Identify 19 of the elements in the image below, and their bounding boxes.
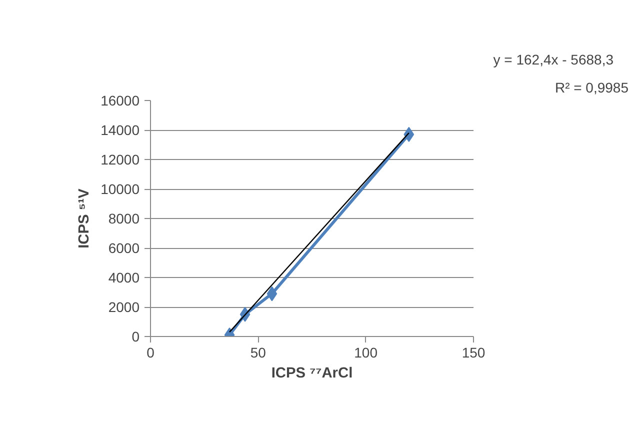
y-tick-label: 16000	[100, 92, 140, 108]
x-axis-title: ICPS ⁷⁷ArCl	[271, 366, 353, 382]
y-tick-label: 8000	[108, 210, 140, 226]
y-tick-label: 14000	[100, 122, 140, 138]
x-tick-label: 50	[250, 344, 266, 360]
y-tick-label: 12000	[100, 152, 140, 168]
y-tick-label: 0	[132, 328, 140, 344]
y-tick-label: 2000	[108, 299, 140, 315]
y-tick-label: 6000	[108, 240, 140, 256]
text: y = 162,4x - 5688,3	[493, 52, 614, 68]
point	[404, 126, 414, 142]
text: R² = 0,9985	[554, 80, 629, 96]
y-tick-label: 10000	[100, 181, 140, 197]
y-tick-label: 4000	[108, 270, 140, 286]
point	[266, 286, 278, 302]
x-tick-label: 150	[462, 344, 486, 360]
x-tick-label: 0	[146, 344, 155, 360]
y-axis-title: ICPS ⁵¹V	[76, 188, 93, 248]
x-tick-label: 100	[354, 344, 378, 360]
